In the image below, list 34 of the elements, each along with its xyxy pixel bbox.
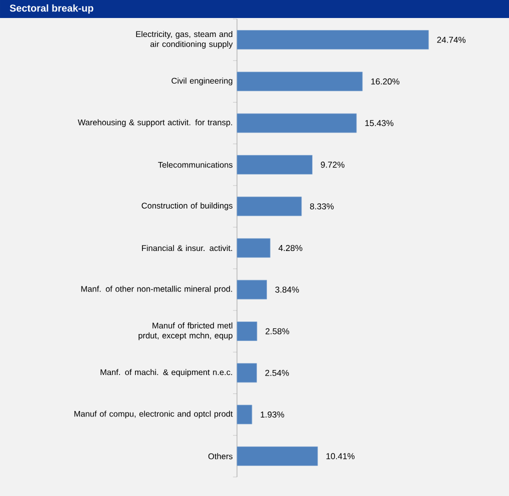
- data-label: 2.54%: [265, 370, 289, 376]
- bar: [236, 113, 357, 133]
- y-tick-label: Manf. of machi. & equipment n.e.c.: [100, 369, 232, 377]
- data-label: 2.58%: [266, 328, 290, 334]
- y-tick-label: Financial & insur. activit.: [142, 244, 232, 252]
- data-label: 9.72%: [320, 162, 344, 168]
- bar: [236, 363, 257, 383]
- data-label: 4.28%: [278, 244, 302, 252]
- y-tick-label: Warehousing & support activit. for transp.: [78, 119, 232, 127]
- y-tick-label: Civil engineering: [172, 78, 232, 86]
- bar: [236, 404, 252, 424]
- y-tick-label: Telecommunications: [158, 162, 232, 168]
- text: Sectoral break-up: [10, 4, 94, 14]
- bar: [236, 446, 318, 466]
- data-label: 3.84%: [275, 286, 299, 293]
- data-label: 24.74%: [437, 36, 466, 43]
- y-tick-label: Manuf of compu, electronic and optcl prodt: [74, 410, 233, 418]
- bar: [236, 155, 312, 174]
- data-label: 15.43%: [365, 120, 394, 126]
- data-label: 8.33%: [310, 203, 334, 210]
- data-label: 16.20%: [371, 78, 400, 84]
- data-label: 10.41%: [326, 453, 355, 460]
- y-tick-label: Others: [208, 453, 232, 460]
- bar: [236, 196, 302, 216]
- data-label: 1.93%: [260, 412, 284, 418]
- y-tick-label: Manuf of fbricted metl prdut, except mchn, equp: [138, 322, 232, 340]
- y-tick-label: Construction of buildings: [142, 202, 232, 210]
- y-tick-label: Manf. of other non-metallic mineral prod.: [81, 286, 232, 294]
- y-tick-label: Electricity, gas, steam and air conditioning supply: [136, 30, 233, 49]
- bar: [236, 322, 258, 341]
- bar: [236, 30, 429, 50]
- bar: [236, 238, 270, 258]
- bar: [236, 280, 267, 300]
- bar: [236, 72, 363, 92]
